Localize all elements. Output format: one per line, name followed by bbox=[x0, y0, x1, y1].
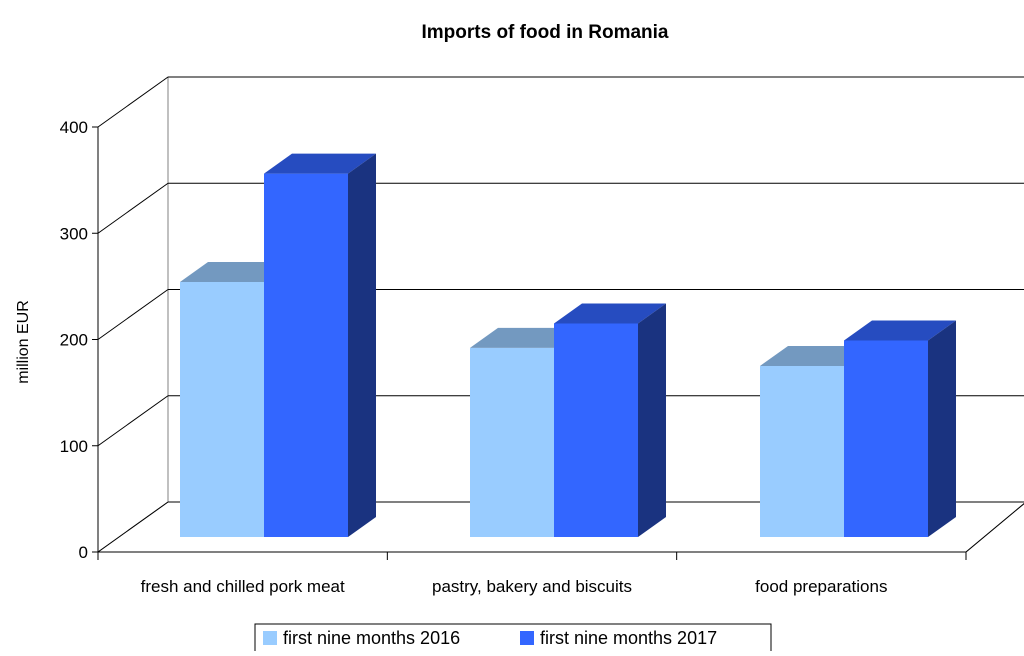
y-tick-label: 0 bbox=[79, 543, 88, 562]
bar bbox=[844, 320, 956, 537]
gridline-side bbox=[97, 395, 169, 447]
legend-swatch bbox=[263, 631, 277, 645]
chart-bars bbox=[180, 153, 956, 537]
bar-front bbox=[760, 365, 844, 537]
bar bbox=[264, 153, 376, 537]
bar-front bbox=[554, 323, 638, 537]
y-axis-label: million EUR bbox=[15, 300, 32, 384]
legend-item: first nine months 2016 bbox=[263, 628, 460, 648]
x-tick-label: pastry, bakery and biscuits bbox=[432, 577, 632, 596]
legend-label: first nine months 2017 bbox=[540, 628, 717, 648]
bar-top bbox=[264, 153, 376, 174]
y-tick-label: 200 bbox=[60, 331, 88, 350]
bar-side bbox=[638, 303, 666, 537]
legend-swatch bbox=[520, 631, 534, 645]
bar-front bbox=[180, 282, 264, 537]
x-tick-label: food preparations bbox=[755, 577, 887, 596]
legend-item: first nine months 2017 bbox=[520, 628, 717, 648]
gridline-side bbox=[97, 289, 169, 340]
legend-label: first nine months 2016 bbox=[283, 628, 460, 648]
floor-edge bbox=[965, 503, 1024, 553]
y-tick-label: 100 bbox=[60, 437, 88, 456]
bar-top bbox=[554, 303, 666, 324]
legend-box bbox=[254, 623, 772, 653]
y-tick-label: 300 bbox=[60, 224, 88, 243]
bar-side bbox=[928, 320, 956, 537]
chart-title: Imports of food in Romania bbox=[422, 22, 669, 43]
gridline-side bbox=[97, 501, 169, 553]
chart-axes: 0 100 200 300 400 fresh and chilled pork meat… bbox=[60, 76, 1024, 596]
bar-side bbox=[348, 153, 376, 537]
legend: first nine months 2016 first nine months … bbox=[254, 623, 772, 653]
bar-front bbox=[844, 340, 928, 537]
bar bbox=[554, 303, 666, 537]
gridline-side bbox=[97, 76, 169, 128]
gridline-side bbox=[97, 182, 169, 234]
bar-front bbox=[470, 347, 554, 537]
bar-front bbox=[264, 173, 348, 537]
x-tick-label: fresh and chilled pork meat bbox=[141, 577, 345, 596]
y-tick-label: 400 bbox=[60, 118, 88, 137]
bar-top bbox=[844, 320, 956, 341]
